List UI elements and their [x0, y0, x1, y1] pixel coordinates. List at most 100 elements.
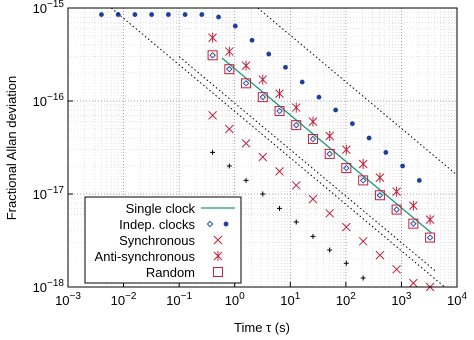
x-tick-label: 102 [336, 291, 356, 308]
dot-marker [383, 150, 389, 155]
asterisk-marker [392, 186, 401, 197]
plus-marker [277, 205, 283, 211]
cross-marker [408, 278, 418, 288]
asterisk-marker [213, 251, 223, 261]
asterisk-marker [341, 144, 351, 155]
y-tick-label: 10−18 [33, 278, 65, 295]
reference-line [110, 8, 445, 287]
diamond-marker [359, 177, 367, 184]
asterisk-marker [375, 172, 385, 183]
dot-marker [416, 178, 422, 183]
square-marker [358, 175, 369, 186]
dot-marker [149, 12, 155, 17]
diamond-marker [410, 220, 417, 227]
dot-marker [216, 14, 221, 20]
asterisk-marker [275, 88, 284, 99]
x-tick-label: 10−1 [166, 291, 192, 308]
cross-marker [241, 139, 251, 148]
diamond-marker [376, 191, 384, 199]
square-marker [241, 78, 252, 89]
dot-marker [299, 79, 305, 85]
dot-marker [366, 135, 372, 141]
cross-marker [358, 236, 368, 246]
plus-marker [360, 275, 366, 281]
cross-marker [341, 222, 351, 232]
square-marker [207, 50, 218, 61]
asterisk-marker [208, 32, 217, 43]
asterisk-marker [291, 102, 301, 113]
diamond-marker [343, 164, 350, 172]
cross-marker [275, 167, 284, 176]
square-marker [274, 106, 285, 117]
cross-marker [213, 235, 223, 245]
asterisk-marker [224, 46, 234, 57]
square-marker [391, 204, 402, 215]
x-axis-label: Time τ (s) [234, 320, 290, 335]
square-marker [341, 163, 352, 174]
cross-marker [291, 180, 301, 190]
plus-marker [260, 191, 266, 197]
plus-marker [310, 233, 316, 239]
asterisk-marker [325, 131, 335, 142]
x-tick-label: 100 [225, 291, 245, 308]
dot-marker [316, 94, 322, 100]
asterisk-marker [308, 116, 318, 127]
square-marker [291, 120, 302, 131]
legend-label: Single clock [126, 201, 196, 216]
x-tick-label: 103 [391, 291, 411, 308]
square-marker [374, 190, 385, 201]
cross-marker [258, 152, 268, 162]
diamond-marker [293, 121, 300, 129]
y-axis-label: Fractional Allan deviation [4, 76, 19, 221]
x-tick-label: 10−3 [55, 291, 81, 308]
square-marker [213, 267, 223, 277]
y-tick-label: 10−15 [33, 0, 65, 16]
cross-marker [208, 111, 217, 120]
dot-marker [333, 107, 339, 113]
dot-marker [99, 12, 104, 17]
square-marker [224, 64, 235, 75]
series-line [221, 57, 433, 234]
dot-marker [283, 64, 288, 70]
dot-marker [132, 12, 138, 17]
cross-marker [224, 124, 234, 134]
square-marker [307, 134, 318, 145]
x-tick-label: 10−2 [111, 291, 137, 308]
cross-marker [392, 264, 401, 274]
legend-label: Synchronous [119, 233, 195, 248]
legend-label: Indep. clocks [119, 217, 195, 232]
plus-marker [226, 163, 232, 169]
asterisk-marker [425, 214, 435, 225]
dot-marker [349, 121, 355, 127]
asterisk-marker [258, 74, 268, 85]
dot-marker [266, 51, 272, 57]
y-tick-label: 10−16 [33, 92, 65, 109]
diamond-marker [326, 150, 333, 158]
square-marker [408, 218, 419, 229]
cross-marker [308, 194, 318, 204]
legend-label: Anti-synchronous [95, 249, 196, 264]
square-marker [257, 92, 268, 103]
x-tick-label: 101 [280, 291, 300, 308]
legend-label: Random [146, 265, 195, 280]
asterisk-marker [408, 200, 418, 211]
legend-box [84, 196, 242, 284]
dot-marker [165, 12, 171, 17]
diamond-marker [226, 65, 233, 73]
square-marker [324, 148, 335, 159]
diamond-marker [206, 220, 214, 228]
diamond-marker [309, 135, 317, 143]
reference-line [257, 8, 457, 176]
plus-marker [243, 177, 249, 183]
dot-marker [249, 37, 255, 43]
dot-marker [182, 12, 188, 17]
plus-marker [293, 219, 299, 225]
dot-marker [199, 12, 205, 17]
diamond-marker [393, 206, 400, 213]
dot-marker [115, 12, 121, 17]
diamond-marker [276, 107, 283, 115]
plus-marker [343, 260, 349, 266]
diamond-marker [209, 52, 216, 59]
diamond-marker [242, 80, 250, 87]
